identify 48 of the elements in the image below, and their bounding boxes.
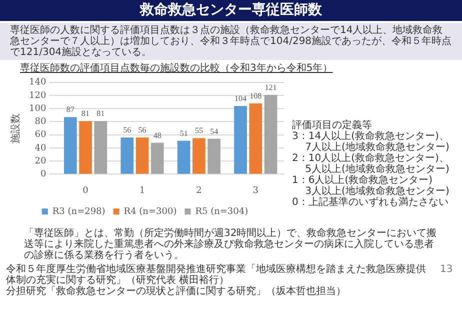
- bar: [94, 121, 108, 174]
- bar: [64, 117, 77, 174]
- y-tick-label: 140: [28, 78, 46, 88]
- data-label: 87: [66, 105, 74, 114]
- legend-label: R5 (n=304): [195, 206, 248, 217]
- text: 令和５年度厚生労働省地域医療基盤開発推進研究事業「地域医療構想を踏まえた救急医療提供体制の充実に関する研究」（研究代表 横田裕行）: [6, 264, 426, 286]
- data-label: 81: [96, 109, 105, 118]
- y-tick-label: 0: [40, 170, 46, 180]
- bar: [249, 103, 262, 174]
- y-tick-label: 20: [34, 156, 46, 166]
- x-tick-label: 3: [252, 186, 259, 196]
- bar: [136, 137, 149, 174]
- bar: [208, 138, 220, 174]
- x-tick-label: 1: [139, 186, 146, 196]
- bar: [79, 121, 92, 174]
- y-tick-label: 40: [34, 143, 46, 154]
- chart-subtitle: 専従医師の人数に関する評価項目点数は３点の施設（救命救急センターで14人以上、地域救命救急センターで７人以上）は増加しており、令和３年時点で104/298施設であったが、令和５年時点で121/304施設となっている。: [0, 23, 462, 60]
- data-label: 55: [194, 126, 203, 136]
- text: 13: [440, 264, 453, 277]
- y-tick-label: 100: [28, 104, 46, 114]
- y-axis-title: 施設数: [10, 113, 22, 144]
- data-label: 56: [123, 126, 132, 135]
- bar: [192, 138, 206, 174]
- bar: [177, 140, 190, 174]
- y-tick-label: 120: [28, 90, 46, 101]
- text: 「専従医師」とは、常勤（所定労働時間が週32時間以上）で、救命救急センターにおいて搬送等により来院した重篤患者への外来診療及び救命救急センターの病床に入院している患者の診療に係る業務を行う者をいう。: [24, 228, 438, 261]
- text: 分担研究「救命救急センターの現状と評価に関する研究」（坂本哲也担当）: [6, 286, 347, 297]
- bar: [150, 142, 164, 174]
- data-label: 81: [82, 109, 90, 118]
- y-tick-label: 80: [34, 117, 46, 128]
- bar: [264, 94, 278, 174]
- x-tick-label: 0: [82, 186, 89, 196]
- legend-label: R4 (n=300): [124, 206, 177, 217]
- data-label: 48: [153, 130, 162, 140]
- text: 評価項目の定義等 3：14人以上(救命救急センター)、 7人以上(地域救命救急センター) 2：10人以上(救命救急センター)、 5人以上(地域救命救急センター) 1：6人以上(救命救急センター) 3人以上(地域救命救急センター) 0：上記基準のいずれも満たさない: [292, 120, 450, 208]
- bar: [120, 137, 134, 174]
- data-label: 54: [210, 126, 218, 136]
- chart-title: 救命救急センター専従医師数: [0, 0, 462, 21]
- data-label: 104: [234, 94, 247, 104]
- data-label: 51: [180, 128, 188, 138]
- data-label: 56: [138, 126, 146, 135]
- legend-label: R3 (n=298): [52, 206, 106, 217]
- x-tick-label: 2: [196, 186, 202, 196]
- bar: [234, 106, 247, 174]
- y-tick-label: 60: [34, 130, 46, 140]
- data-label: 121: [264, 82, 277, 92]
- text: 専従医師数の評価項目点数毎の施設数の比較（令和3年から令和5年）: [20, 63, 334, 74]
- data-label: 108: [250, 91, 262, 100]
